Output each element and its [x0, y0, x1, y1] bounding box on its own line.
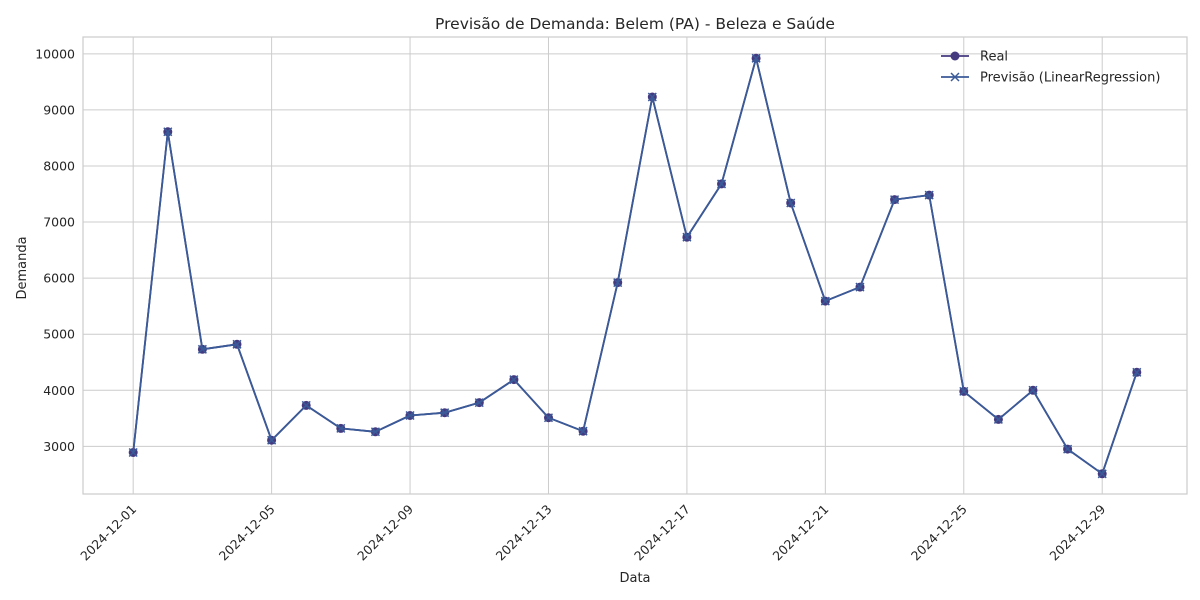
forecast-point — [163, 127, 173, 137]
x-tick-label: 2024-12-13 — [493, 502, 555, 564]
forecast-point — [993, 414, 1003, 424]
forecast-point — [301, 400, 311, 410]
legend: Real Previsão (LinearRegression) — [941, 50, 1160, 86]
y-tick-label: 8000 — [43, 158, 75, 173]
forecast-point — [1132, 367, 1142, 377]
forecast-point — [578, 426, 588, 436]
x-tick-label: 2024-12-29 — [1046, 501, 1108, 563]
y-tick-label: 6000 — [43, 271, 75, 286]
forecast-point — [855, 282, 865, 292]
forecast-point — [440, 408, 450, 418]
forecast-point — [336, 423, 346, 433]
grid-layer — [83, 37, 1187, 494]
forecast-point — [128, 447, 138, 458]
y-tick-label: 3000 — [43, 439, 75, 454]
forecast-point — [543, 413, 554, 423]
series-line-real — [132, 57, 1138, 475]
forecast-point — [682, 232, 692, 242]
forecast-point — [924, 190, 934, 200]
y-axis-label: Demanda — [15, 236, 30, 299]
forecast-point — [647, 92, 657, 102]
forecast-point — [786, 198, 796, 208]
legend-forecast-label: Previsão (LinearRegression) — [980, 71, 1160, 86]
x-axis-label: Data — [619, 571, 650, 586]
forecast-point — [197, 344, 207, 354]
forecast-point — [1028, 385, 1038, 395]
legend-real-label: Real — [980, 50, 1008, 65]
x-tick-label: 2024-12-17 — [631, 502, 693, 564]
forecast-point — [509, 375, 519, 385]
y-tick-label: 5000 — [43, 327, 75, 342]
y-tick-label: 7000 — [43, 215, 75, 230]
x-tick-label: 2024-12-25 — [908, 502, 970, 564]
x-tick-label: 2024-12-21 — [769, 502, 831, 564]
legend-real-marker — [950, 51, 960, 61]
y-tick-label: 4000 — [43, 383, 75, 398]
forecast-point — [1063, 444, 1073, 454]
forecast-point — [820, 296, 830, 306]
chart-title: Previsão de Demanda: Belem (PA) - Beleza… — [435, 15, 835, 33]
forecast-point — [716, 179, 727, 189]
forecast-point — [613, 278, 623, 288]
forecast-point — [890, 195, 900, 205]
forecast-point — [959, 386, 969, 396]
legend-forecast-marker — [950, 72, 960, 82]
forecast-point — [267, 435, 277, 445]
series-layer — [128, 53, 1142, 479]
plot-frame — [82, 36, 1188, 495]
x-tick-label: 2024-12-05 — [216, 502, 278, 564]
series-line-forecast — [132, 57, 1138, 475]
y-tick-label: 10000 — [35, 46, 75, 61]
forecast-point — [232, 339, 242, 349]
forecast-point — [474, 398, 484, 408]
forecast-point — [751, 53, 761, 63]
forecast-point — [405, 410, 415, 421]
forecast-point — [370, 427, 380, 437]
forecast-point — [1097, 469, 1107, 479]
y-tick-label: 9000 — [43, 102, 75, 117]
x-tick-label: 2024-12-09 — [354, 501, 416, 563]
x-tick-label: 2024-12-01 — [77, 502, 139, 564]
